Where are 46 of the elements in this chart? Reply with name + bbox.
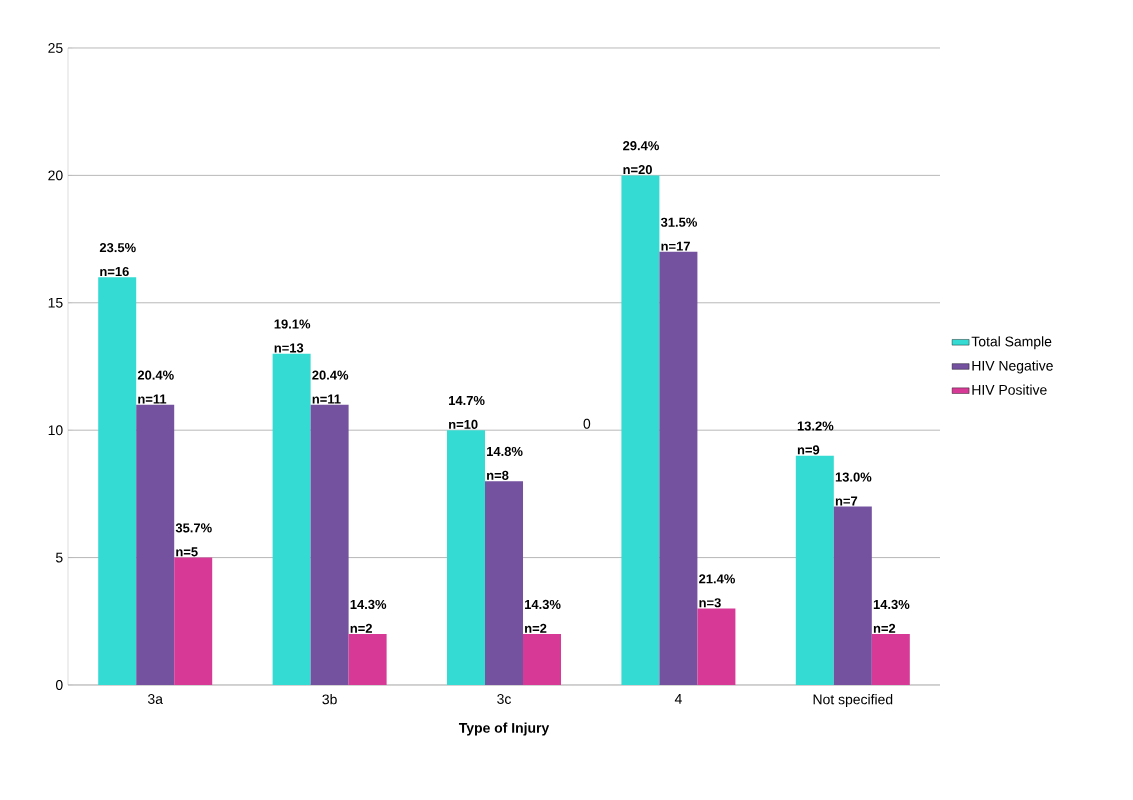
x-axis-title: Type of Injury: [458, 722, 550, 736]
data-label: 29.4% n=20: [623, 141, 659, 175]
y-tick-label: 15: [48, 297, 63, 308]
data-label: 14.3% n=2: [525, 599, 561, 633]
x-tick-label: Not specified: [813, 694, 893, 708]
y-tick-label: 20: [48, 170, 63, 181]
data-label: 14.8% n=8: [487, 446, 523, 480]
legend-label: Total Sample: [971, 336, 1052, 350]
bar: [795, 455, 834, 685]
legend-label: HIV Negative: [972, 360, 1053, 374]
data-label: 20.4% n=11: [137, 370, 174, 404]
bar: [621, 175, 660, 685]
bar: [523, 634, 562, 685]
bar: [485, 481, 524, 685]
data-label: 35.7% n=5: [175, 523, 212, 557]
data-label: 14.3% n=2: [350, 599, 387, 633]
data-label: 14.3% n=2: [873, 599, 910, 633]
bar: [310, 404, 349, 685]
annotation: 0: [583, 418, 591, 429]
data-label: 13.2% n=9: [797, 421, 834, 455]
data-label: 13.0% n=7: [835, 472, 872, 506]
bar: [833, 506, 872, 685]
legend-label: HIV Positive: [972, 384, 1047, 395]
bar: [447, 430, 486, 685]
x-tick-label: 3c: [497, 694, 512, 704]
bar: [174, 557, 213, 685]
bar: [98, 277, 137, 685]
data-label: 20.4% n=11: [312, 370, 349, 404]
x-tick-label: 3a: [147, 694, 163, 704]
bar: [871, 634, 910, 685]
data-label: 31.5% n=17: [660, 217, 697, 251]
bar: [272, 353, 311, 685]
x-tick-label: 4: [674, 694, 682, 704]
data-label: 21.4% n=3: [699, 574, 735, 608]
bar: [697, 608, 736, 685]
bar: [659, 251, 698, 685]
y-tick-label: 10: [48, 425, 63, 436]
data-label: 19.1% n=13: [274, 319, 311, 353]
y-tick-label: 0: [55, 680, 63, 690]
x-tick-label: 3b: [322, 694, 337, 705]
y-tick-label: 5: [55, 552, 63, 563]
data-label: 14.7% n=10: [449, 395, 485, 429]
bar: [348, 634, 387, 685]
bar: [136, 404, 175, 685]
data-label: 23.5% n=16: [99, 243, 136, 277]
y-tick-label: 25: [48, 43, 63, 53]
